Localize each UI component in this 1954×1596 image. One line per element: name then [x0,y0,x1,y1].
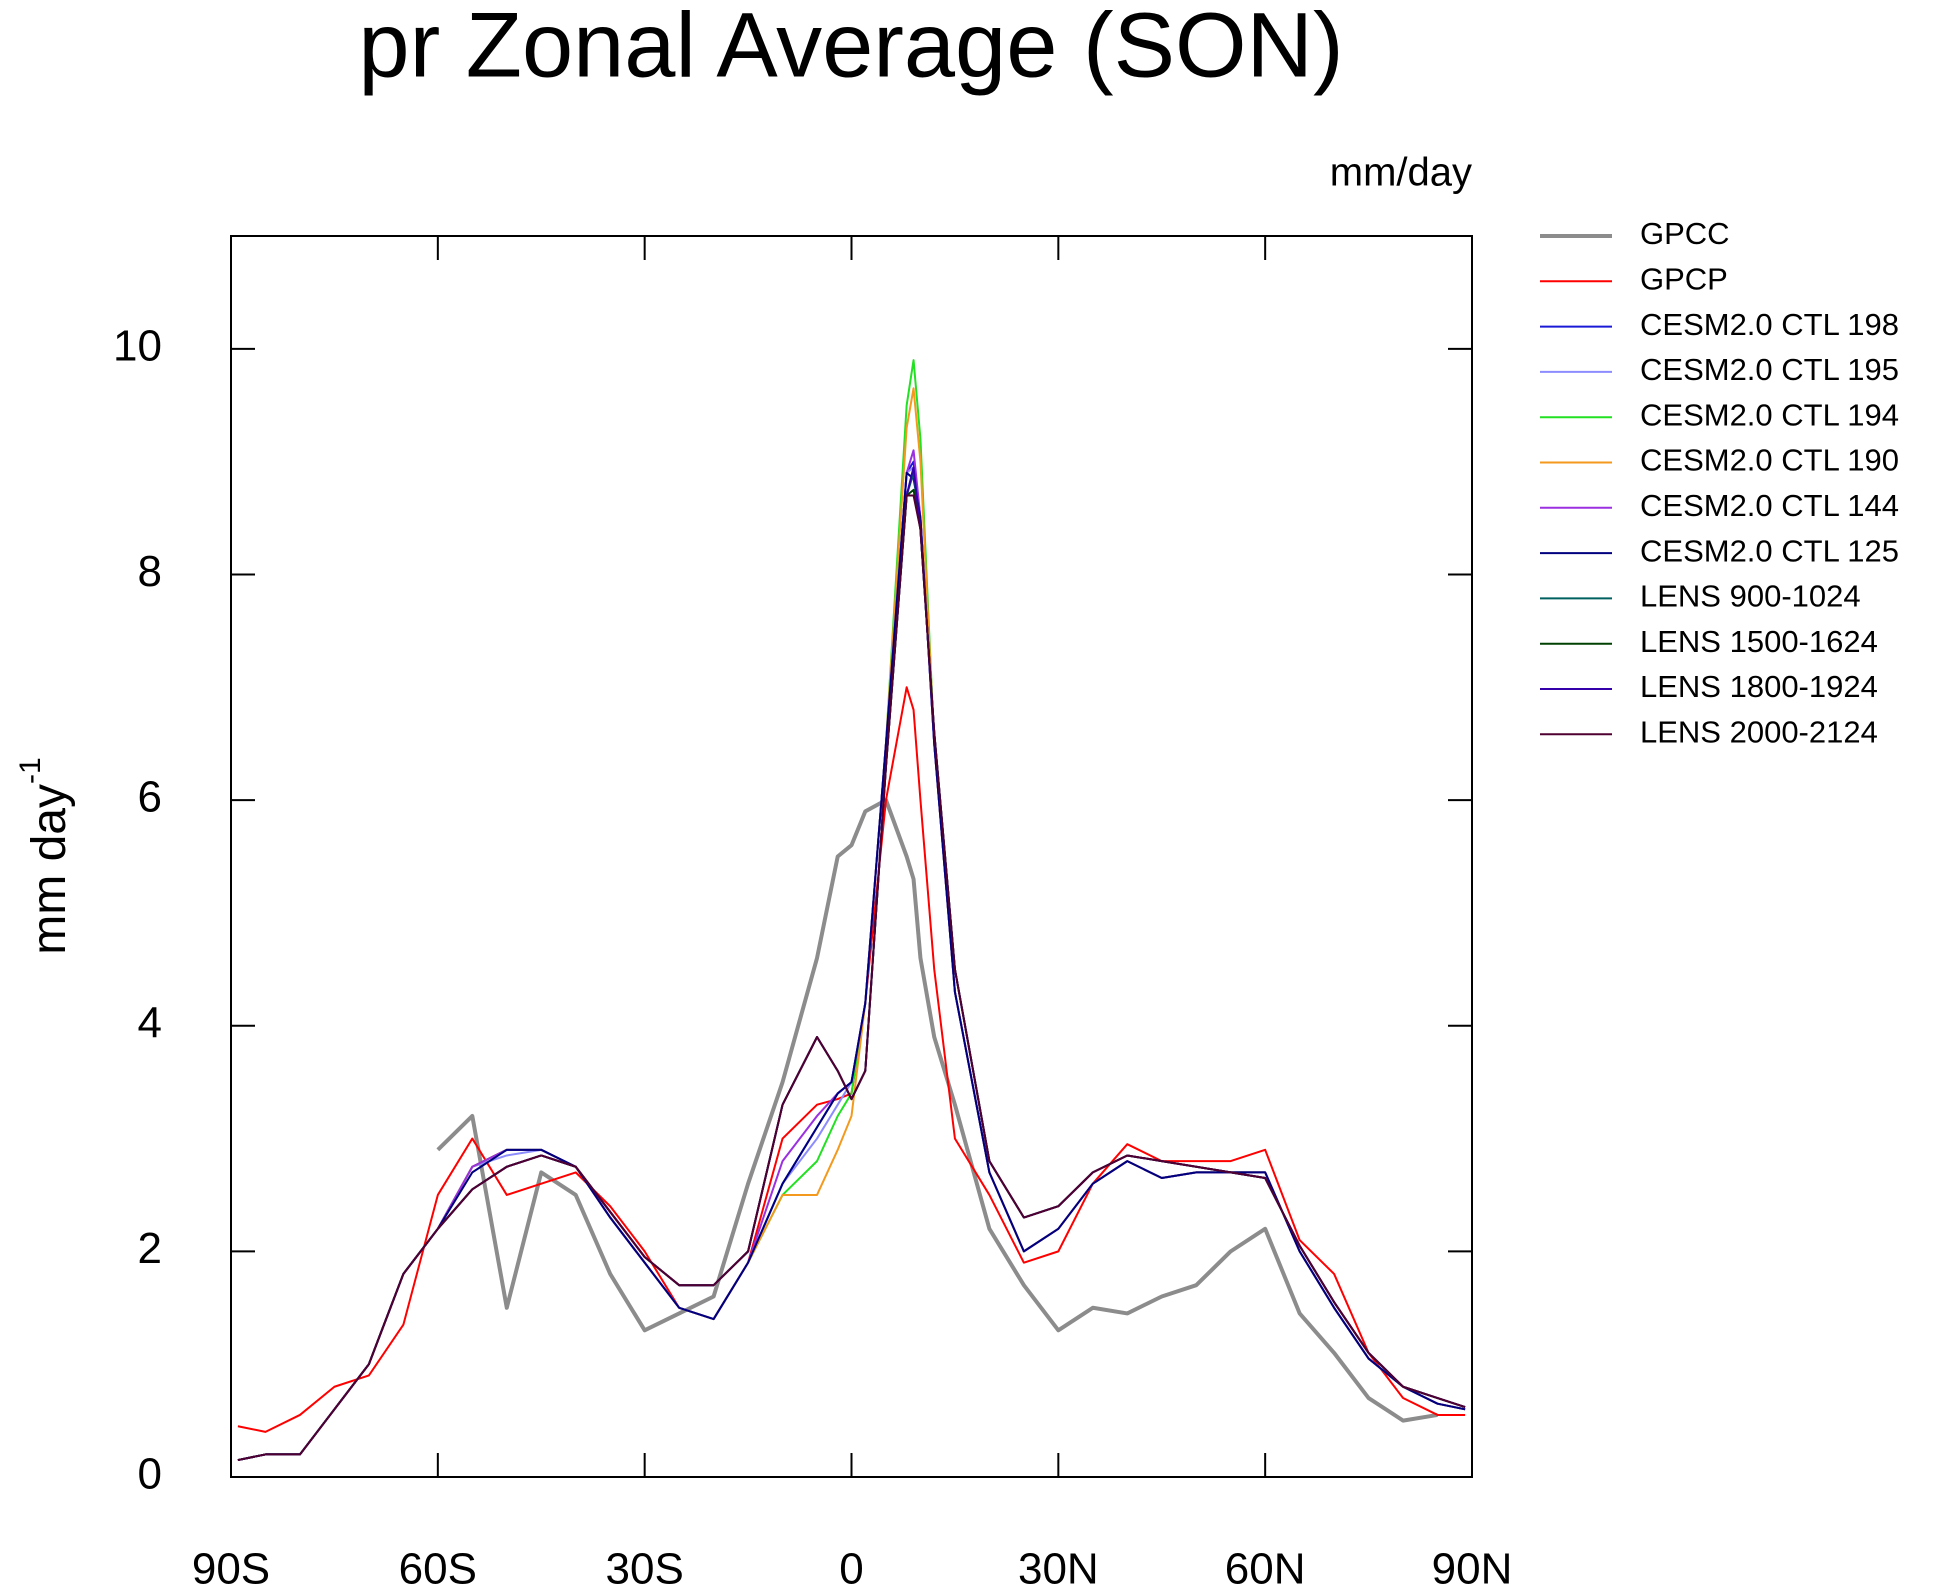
x-tick-label: 60N [1225,1545,1306,1594]
data-line [237,488,1466,1462]
legend-label: CESM2.0 CTL 194 [1640,397,1899,432]
data-line [237,494,1466,1462]
unit-label: mm/day [1330,151,1472,195]
data-line [237,387,1466,1462]
x-tick-label: 60S [399,1545,477,1594]
plot-frame [230,235,1473,1478]
legend-label: LENS 1500-1624 [1640,624,1878,659]
y-tick-label: 4 [138,998,162,1047]
legend-label: LENS 1800-1924 [1640,669,1878,704]
data-line [436,798,1438,1423]
x-tick-label: 0 [839,1545,863,1594]
y-tick-label: 8 [138,547,162,596]
legend-label: CESM2.0 CTL 198 [1640,307,1899,342]
legend-label: GPCC [1640,216,1730,251]
y-tick-label: 2 [138,1224,162,1273]
x-tick-label: 30S [606,1545,684,1594]
legend-label: LENS 900-1024 [1640,579,1861,614]
legend-label: CESM2.0 CTL 190 [1640,443,1899,478]
y-tick-label: 6 [138,773,162,822]
data-line [237,449,1466,1462]
y-axis-label-text: mm day [23,784,76,955]
data-line [237,686,1466,1433]
legend-label: CESM2.0 CTL 125 [1640,533,1899,568]
y-tick-label: 0 [138,1450,162,1499]
y-tick-label: 10 [113,321,162,370]
chart-title: pr Zonal Average (SON) [358,0,1343,96]
data-line [237,471,1466,1462]
x-tick-label: 90S [192,1545,270,1594]
data-line [237,466,1466,1462]
legend-label: LENS 2000-2124 [1640,714,1878,749]
legend-label: CESM2.0 CTL 195 [1640,352,1899,387]
data-line [237,460,1466,1462]
legend-label: GPCP [1640,261,1728,296]
y-axis-label: mm day-1 [14,757,76,954]
y-axis-label-exponent: -1 [14,757,47,784]
x-tick-label: 30N [1018,1545,1099,1594]
data-line [237,359,1466,1462]
data-line [237,466,1466,1462]
data-line [237,471,1466,1462]
x-tick-label: 90N [1432,1545,1513,1594]
legend-label: CESM2.0 CTL 144 [1640,488,1899,523]
